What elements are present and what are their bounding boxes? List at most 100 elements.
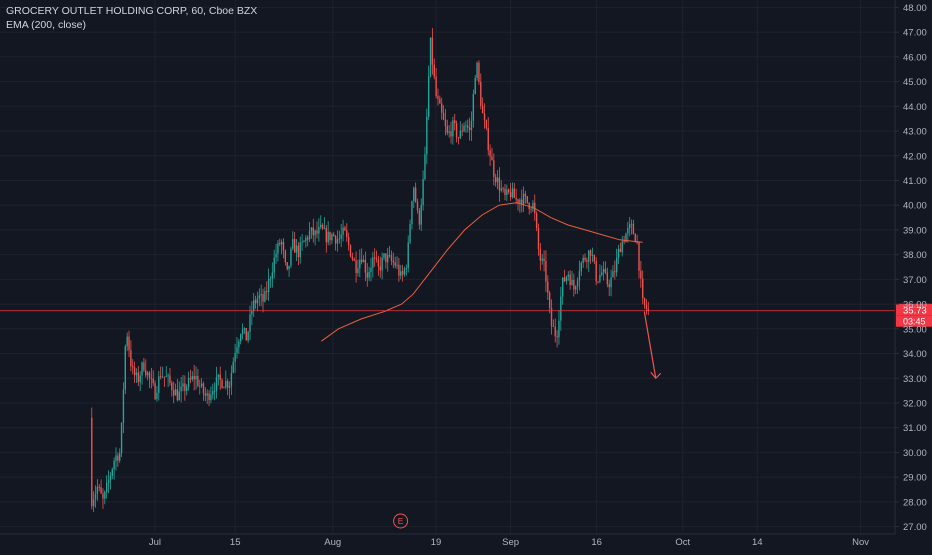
candle (189, 369, 192, 384)
candle-body (550, 307, 553, 327)
candle-body (442, 112, 445, 120)
candle-body (202, 383, 205, 394)
candle (100, 479, 102, 495)
candle-body (292, 238, 294, 249)
candle (316, 221, 318, 239)
candle-body (107, 480, 110, 483)
candle-body (297, 245, 300, 258)
candle-body (336, 239, 339, 244)
candle-body (368, 271, 370, 278)
candle (627, 221, 629, 243)
candle-body (455, 123, 458, 138)
candle-body (385, 253, 387, 263)
candle-body (130, 350, 132, 367)
candle-body (530, 208, 532, 210)
candle (329, 231, 331, 246)
candle (519, 198, 521, 213)
candle-body (548, 292, 551, 308)
candle (293, 231, 296, 253)
candle-body (184, 383, 186, 391)
candle (176, 378, 179, 402)
candle-body (312, 227, 314, 236)
candle (182, 374, 184, 392)
candle-body (541, 258, 543, 261)
candle (450, 121, 452, 144)
candle-body (515, 197, 517, 200)
candle (241, 323, 244, 340)
candle-body (619, 248, 622, 253)
candle-body (627, 227, 629, 234)
candle-body (314, 230, 316, 236)
candle (429, 37, 432, 78)
candles (91, 28, 650, 513)
candle-body (558, 320, 560, 338)
candle (576, 277, 579, 294)
candle (489, 144, 491, 166)
candle (638, 241, 640, 279)
candle (137, 366, 140, 387)
candle-body (411, 201, 413, 225)
candle (526, 196, 529, 205)
time-tick-label: Sep (502, 537, 519, 548)
earnings-marker[interactable] (393, 513, 409, 529)
candle-body (238, 341, 240, 348)
candle-body (260, 294, 262, 296)
time-tick-label: Oct (675, 537, 690, 548)
candle-body (623, 241, 625, 243)
candle (541, 254, 543, 265)
time-axis[interactable]: Jul 15 Aug 19 Sep 16 Oct 14 Nov (0, 533, 895, 548)
candle (645, 298, 648, 315)
candle (251, 301, 253, 326)
candle (548, 290, 551, 314)
candle-body (156, 392, 158, 400)
candle-body (500, 188, 502, 191)
candle (161, 366, 164, 379)
time-tick-label: 14 (752, 537, 763, 548)
candle (284, 249, 287, 266)
candle-body (293, 238, 296, 253)
candle-body (159, 376, 162, 378)
price-axis[interactable]: 27.00 28.00 29.00 30.00 31.00 32.00 33.00 34.00… (894, 0, 927, 534)
candle-body (182, 383, 184, 387)
candle (491, 147, 493, 161)
price-tick-label: 42.00 (903, 151, 927, 162)
candle (206, 389, 208, 405)
candle-body (253, 300, 255, 311)
candle-body (567, 274, 569, 277)
candle-body (535, 213, 538, 229)
candle (119, 448, 121, 463)
candle-body (104, 491, 106, 499)
candle-body (429, 37, 432, 77)
candle-body (316, 230, 318, 234)
candle-body (387, 255, 389, 263)
candle (517, 198, 519, 211)
candle-body (494, 176, 497, 183)
down-arrow-line (643, 311, 657, 379)
candle-body (199, 385, 201, 387)
candle-body (588, 250, 590, 262)
candle (478, 60, 480, 85)
candle-body (470, 120, 473, 131)
candle-body (186, 386, 188, 391)
candle-body (465, 125, 467, 127)
candle (171, 380, 173, 397)
candle (130, 340, 132, 372)
candle-body (642, 278, 644, 299)
candle (282, 238, 285, 259)
candle (362, 255, 365, 263)
down-arrow-head (650, 371, 662, 380)
candle-body (344, 227, 346, 231)
candle (413, 186, 415, 209)
candle-body (262, 294, 264, 302)
candle-body (288, 265, 290, 270)
candle-body (243, 328, 246, 330)
candle (522, 186, 525, 213)
candle-body (370, 267, 372, 272)
candle-body (351, 256, 354, 259)
candle-body (204, 393, 207, 396)
candle-body (295, 245, 298, 253)
candle-body (481, 105, 484, 114)
candle (230, 365, 233, 396)
